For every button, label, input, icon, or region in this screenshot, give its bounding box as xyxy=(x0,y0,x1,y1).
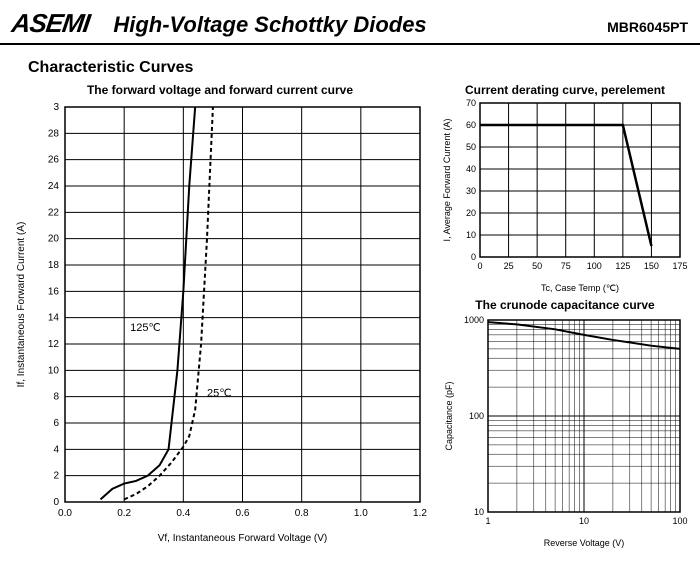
chart-vf: 024681012141618202224262830.00.20.40.60.… xyxy=(10,97,430,547)
svg-text:26: 26 xyxy=(48,155,60,166)
svg-text:12: 12 xyxy=(48,339,60,350)
chart-vf-title: The forward voltage and forward current … xyxy=(10,83,430,97)
svg-text:0.0: 0.0 xyxy=(58,508,72,519)
svg-text:0.8: 0.8 xyxy=(295,508,309,519)
svg-text:70: 70 xyxy=(466,98,476,108)
svg-text:16: 16 xyxy=(48,286,60,297)
svg-text:1.2: 1.2 xyxy=(413,508,427,519)
svg-text:22: 22 xyxy=(48,207,60,218)
svg-text:2: 2 xyxy=(53,471,59,482)
svg-text:0: 0 xyxy=(477,261,482,271)
svg-text:125℃: 125℃ xyxy=(130,322,161,334)
svg-text:25℃: 25℃ xyxy=(207,388,232,400)
svg-text:10: 10 xyxy=(48,365,60,376)
svg-text:24: 24 xyxy=(48,181,60,192)
svg-text:0.6: 0.6 xyxy=(236,508,250,519)
svg-text:Vf, Instantaneous Forward Volt: Vf, Instantaneous Forward Voltage (V) xyxy=(158,533,328,544)
svg-text:10: 10 xyxy=(579,516,589,526)
svg-text:50: 50 xyxy=(532,261,542,271)
section-title: Characteristic Curves xyxy=(28,59,700,77)
svg-text:0: 0 xyxy=(471,252,476,262)
svg-text:175: 175 xyxy=(672,261,687,271)
svg-text:I, Average Forward Current (A): I, Average Forward Current (A) xyxy=(442,119,452,242)
svg-text:20: 20 xyxy=(48,234,60,245)
svg-text:0: 0 xyxy=(53,497,59,508)
chart-derate: 0 10 20 30 40 50 60 70 0 25 50 75 100 125 150 175 Tc, Ca… xyxy=(440,97,690,297)
svg-text:20: 20 xyxy=(466,208,476,218)
chart-cap: 110100101001000Reverse Voltage (V)Capaci… xyxy=(440,312,690,552)
svg-text:Reverse Voltage (V): Reverse Voltage (V) xyxy=(544,538,625,548)
svg-text:25: 25 xyxy=(504,261,514,271)
svg-text:10: 10 xyxy=(466,230,476,240)
svg-text:50: 50 xyxy=(466,142,476,152)
header: ASEMI High-Voltage Schottky Diodes MBR60… xyxy=(0,0,700,45)
svg-text:150: 150 xyxy=(644,261,659,271)
brand-logo: ASEMI xyxy=(12,8,89,39)
chart-cap-title: The crunode capacitance curve xyxy=(440,298,690,312)
svg-text:If, Instantaneous Forward Curr: If, Instantaneous Forward Current (A) xyxy=(16,222,27,388)
part-number: MBR6045PT xyxy=(607,19,688,35)
svg-text:100: 100 xyxy=(672,516,687,526)
svg-text:28: 28 xyxy=(48,128,60,139)
svg-text:10: 10 xyxy=(474,507,484,517)
svg-text:0.2: 0.2 xyxy=(117,508,131,519)
svg-text:30: 30 xyxy=(466,186,476,196)
svg-text:0.4: 0.4 xyxy=(176,508,190,519)
svg-text:8: 8 xyxy=(53,392,59,403)
svg-text:14: 14 xyxy=(48,313,60,324)
svg-text:6: 6 xyxy=(53,418,59,429)
svg-text:100: 100 xyxy=(469,411,484,421)
svg-text:40: 40 xyxy=(466,164,476,174)
svg-text:60: 60 xyxy=(466,120,476,130)
svg-text:75: 75 xyxy=(561,261,571,271)
svg-text:18: 18 xyxy=(48,260,60,271)
svg-text:100: 100 xyxy=(587,261,602,271)
page-title: High-Voltage Schottky Diodes xyxy=(113,12,597,38)
svg-text:Tc, Case Temp (℃): Tc, Case Temp (℃) xyxy=(541,283,619,293)
svg-text:1000: 1000 xyxy=(464,315,484,325)
svg-text:125: 125 xyxy=(615,261,630,271)
svg-text:Capacitance (pF): Capacitance (pF) xyxy=(444,381,454,450)
svg-text:3: 3 xyxy=(53,102,59,113)
svg-text:1.0: 1.0 xyxy=(354,508,368,519)
svg-text:4: 4 xyxy=(53,444,59,455)
chart-derate-title: Current derating curve, perelement xyxy=(440,83,690,97)
svg-text:1: 1 xyxy=(485,516,490,526)
